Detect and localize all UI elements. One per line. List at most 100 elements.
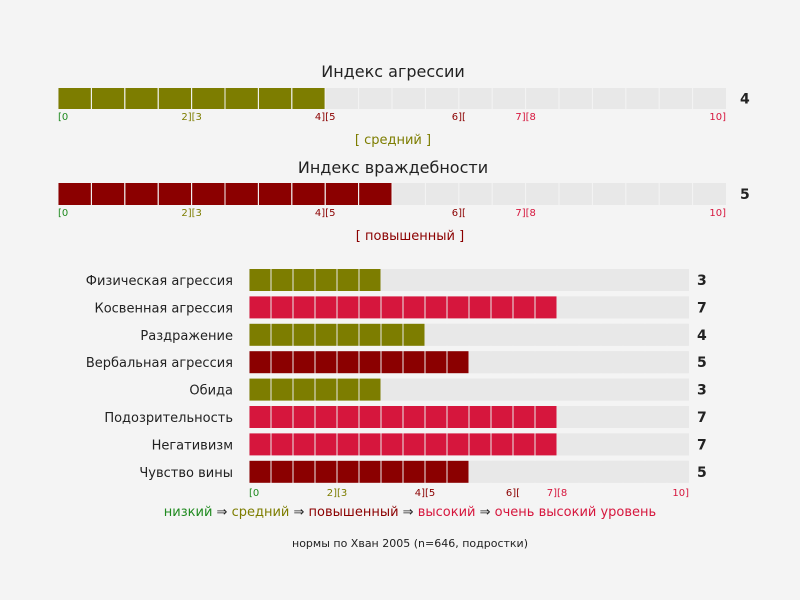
legend-arrow: ⇒: [475, 505, 494, 520]
subscale-label: Негативизм: [152, 438, 233, 453]
subscale-bar-segment: [271, 460, 293, 483]
subscale-label: Чувство вины: [139, 466, 233, 481]
subscale-empty-segment: [623, 433, 645, 456]
subscale-empty-segment: [623, 296, 645, 319]
index-bar-segment: [91, 183, 125, 205]
legend-item: средний: [232, 505, 290, 520]
subscale-bar-segment: [403, 460, 425, 483]
subscale-bar-segment: [293, 460, 315, 483]
index-bar-segment: [91, 88, 125, 109]
subscale-bar-segment: [359, 460, 381, 483]
subscale-empty-segment: [601, 351, 623, 374]
index-bar-segment: [158, 183, 192, 205]
subscale-empty-segment: [469, 323, 491, 346]
index-bar-segment: [192, 88, 225, 109]
subscale-empty-segment: [645, 378, 667, 401]
scale-tick-label: 4][5: [415, 488, 436, 499]
subscale-empty-segment: [645, 406, 667, 428]
scale-tick-label: 2][3: [181, 112, 202, 123]
index-empty-segment: [526, 88, 559, 109]
subscale-value-label: 5: [697, 355, 707, 371]
subscale-bar-segment: [249, 323, 271, 346]
subscale-bar-segment: [469, 406, 491, 428]
legend-item: очень высокий уровень: [495, 505, 657, 520]
subscale-bar-segment: [315, 460, 337, 483]
subscale-empty-segment: [601, 406, 623, 428]
subscale-bar-segment: [249, 460, 271, 483]
norms-footnote: нормы по Хван 2005 (n=646, подростки): [292, 537, 528, 550]
subscale-empty-segment: [425, 269, 447, 291]
legend-arrow: ⇒: [212, 505, 231, 520]
subscale-bar-segment: [337, 406, 359, 428]
subscale-empty-segment: [403, 269, 425, 291]
subscale-empty-segment: [667, 406, 689, 428]
scale-tick-label: [0: [58, 208, 68, 219]
subscale-bar-segment: [403, 406, 425, 428]
subscale-empty-segment: [491, 460, 513, 483]
subscale-value-label: 3: [697, 383, 707, 399]
subscale-empty-segment: [667, 323, 689, 346]
legend-item: высокий: [418, 505, 476, 520]
subscale-empty-segment: [513, 351, 535, 374]
level-legend: низкий ⇒ средний ⇒ повышенный ⇒ высокий …: [164, 505, 656, 520]
subscale-empty-segment: [601, 460, 623, 483]
hostility-index-title: Индекс враждебности: [298, 158, 488, 177]
subscale-label: Физическая агрессия: [86, 274, 233, 289]
scale-tick-label: 2][3: [181, 208, 202, 219]
subscale-empty-segment: [645, 323, 667, 346]
scale-tick-label: 10]: [672, 488, 689, 499]
subscale-bar-segment: [535, 406, 557, 428]
subscale-bar-segment: [403, 296, 425, 319]
subscale-empty-segment: [601, 378, 623, 401]
subscale-label: Обида: [189, 384, 233, 399]
subscale-bar-segment: [337, 433, 359, 456]
index-empty-segment: [626, 183, 659, 205]
index-bar-segment: [125, 88, 158, 109]
index-empty-segment: [659, 88, 693, 109]
subscale-empty-segment: [601, 323, 623, 346]
index-empty-segment: [459, 183, 492, 205]
subscale-value-label: 7: [697, 300, 707, 316]
subscale-empty-segment: [469, 269, 491, 291]
subscale-bar-segment: [359, 269, 381, 291]
subscale-bar-segment: [315, 296, 337, 319]
subscale-empty-segment: [425, 323, 447, 346]
subscale-empty-segment: [623, 460, 645, 483]
subscale-empty-segment: [667, 460, 689, 483]
subscale-bar-segment: [381, 433, 403, 456]
index-empty-segment: [392, 183, 425, 205]
subscale-bar-segment: [513, 296, 535, 319]
subscale-empty-segment: [645, 296, 667, 319]
subscale-bar-segment: [425, 351, 447, 374]
subscale-empty-segment: [667, 378, 689, 401]
scale-tick-label: 7][8: [515, 208, 536, 219]
hostility-index-bar-group: 5 [0 2][3 4][5 6][7][8 10]: [58, 183, 750, 219]
index-bar-segment: [58, 183, 91, 205]
subscale-empty-segment: [535, 269, 557, 291]
subscale-empty-segment: [601, 433, 623, 456]
subscale-bar-segment: [491, 433, 513, 456]
subscale-empty-segment: [447, 378, 469, 401]
subscale-bar-segment: [315, 351, 337, 374]
scale-tick-label: [0: [249, 488, 259, 499]
subscale-bar-segment: [293, 406, 315, 428]
subscale-bar-segment: [403, 323, 425, 346]
subscale-empty-segment: [491, 378, 513, 401]
subscale-empty-segment: [645, 269, 667, 291]
subscale-empty-segment: [623, 406, 645, 428]
legend-item: повышенный: [309, 505, 399, 520]
subscale-empty-segment: [425, 378, 447, 401]
subscale-bar-segment: [425, 460, 447, 483]
scale-tick-label: 10]: [709, 112, 726, 123]
index-empty-segment: [559, 183, 592, 205]
subscale-empty-segment: [623, 351, 645, 374]
subscale-empty-segment: [579, 378, 601, 401]
index-value-label: 4: [740, 92, 750, 108]
subscale-bar-segment: [315, 323, 337, 346]
subscale-bar-segment: [337, 323, 359, 346]
index-bar-segment: [292, 183, 325, 205]
subscale-label: Подозрительность: [104, 411, 233, 426]
index-bar-segment: [192, 183, 225, 205]
subscale-bar-segment: [381, 406, 403, 428]
